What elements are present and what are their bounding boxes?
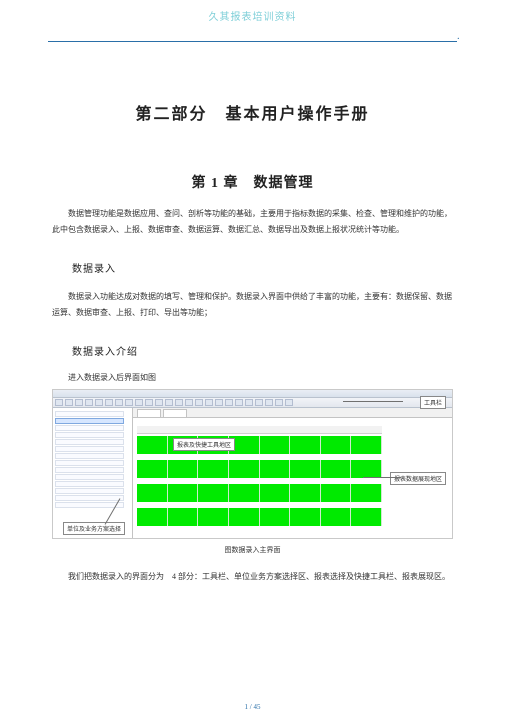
grid-row — [137, 460, 382, 478]
tree-item — [55, 432, 124, 438]
toolbar-icon — [285, 399, 293, 406]
toolbar-icon — [145, 399, 153, 406]
toolbar-icon — [205, 399, 213, 406]
data-entry-paragraph: 数据录入功能达成对数据的填写、管理和保护。数据录入界面中供给了丰富的功能，主要有… — [52, 289, 453, 321]
closing-paragraph: 我们把数据录入的界面分为 4 部分：工具栏、单位业务方案选择区、报表选择及快捷工… — [52, 569, 453, 585]
ss-menubar — [53, 390, 452, 398]
tree-item — [55, 453, 124, 459]
toolbar-icon — [175, 399, 183, 406]
header-watermark: 久其报表培训资料 — [0, 0, 505, 23]
toolbar-icon — [125, 399, 133, 406]
top-rule — [48, 41, 457, 42]
subhead-data-entry: 数据录入 — [52, 260, 453, 275]
tree-item — [55, 411, 124, 417]
toolbar-icon — [195, 399, 203, 406]
embedded-screenshot: 查 询 工具栏 报表及快捷工具地区 报表数据展现地区 单位及业务方案选择 — [52, 389, 453, 539]
figure-intro: 进入数据录入后界面如图 — [52, 372, 453, 383]
tree-item — [55, 439, 124, 445]
toolbar-icon — [235, 399, 243, 406]
toolbar-icon — [95, 399, 103, 406]
tree-item — [55, 467, 124, 473]
toolbar-icon — [75, 399, 83, 406]
toolbar-icon — [245, 399, 253, 406]
ss-left-tree — [53, 408, 133, 538]
callout-unit-area: 单位及业务方案选择 — [63, 522, 125, 535]
tree-item — [55, 418, 124, 424]
toolbar-icon — [105, 399, 113, 406]
toolbar-icon — [115, 399, 123, 406]
ss-toolbar — [53, 398, 452, 408]
toolbar-icon — [135, 399, 143, 406]
toolbar-icon — [185, 399, 193, 406]
toolbar-icon — [215, 399, 223, 406]
toolbar-icon — [65, 399, 73, 406]
tree-item — [55, 446, 124, 452]
page-content: 第二部分 基本用户操作手册 第 1 章 数据管理 数据管理功能是数据应用、查问、… — [0, 100, 505, 585]
toolbar-icon — [275, 399, 283, 406]
toolbar-icon — [155, 399, 163, 406]
tree-item — [55, 488, 124, 494]
tree-item — [55, 460, 124, 466]
callout-toolbar-line — [343, 401, 403, 402]
page-number: 1 / 45 — [0, 703, 505, 711]
toolbar-icon — [255, 399, 263, 406]
callout-display-area: 报表数据展现地区 — [390, 472, 446, 485]
tree-item — [55, 425, 124, 431]
ss-tab — [163, 409, 187, 417]
callout-toolbar: 工具栏 — [420, 396, 446, 409]
toolbar-icon — [165, 399, 173, 406]
callout-sheet-area: 报表及快捷工具地区 — [173, 438, 235, 451]
part-title: 第二部分 基本用户操作手册 — [52, 100, 453, 124]
toolbar-icon — [225, 399, 233, 406]
ss-tab — [137, 409, 161, 417]
callout-display-line — [363, 477, 401, 478]
intro-paragraph: 数据管理功能是数据应用、查问、剖析等功能的基础，主要用于指标数据的采集、检查、管… — [52, 206, 453, 238]
figure-caption: 图数据录入主界面 — [52, 545, 453, 555]
toolbar-icon — [55, 399, 63, 406]
tree-item — [55, 474, 124, 480]
ss-grid-header — [137, 426, 382, 434]
toolbar-icon — [85, 399, 93, 406]
subhead-data-entry-intro: 数据录入介绍 — [52, 343, 453, 358]
tree-item — [55, 481, 124, 487]
grid-row — [137, 508, 382, 526]
toolbar-icon — [265, 399, 273, 406]
tree-item — [55, 495, 124, 501]
chapter-title: 第 1 章 数据管理 — [52, 172, 453, 192]
ss-tabs — [133, 408, 452, 418]
grid-row — [137, 484, 382, 502]
